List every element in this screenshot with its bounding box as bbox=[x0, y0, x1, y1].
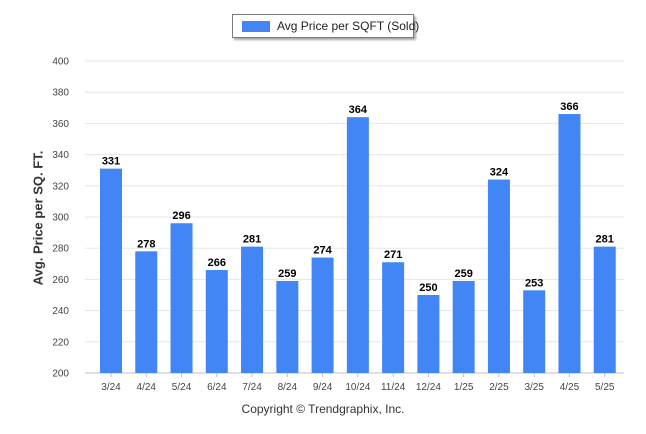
bar-value-label: 364 bbox=[349, 104, 368, 116]
x-tick-label: 3/25 bbox=[524, 382, 544, 393]
bar-value-label: 278 bbox=[137, 238, 155, 250]
x-tick-label: 2/25 bbox=[489, 382, 509, 393]
bar bbox=[523, 290, 546, 373]
bar bbox=[205, 270, 228, 373]
y-tick-label: 200 bbox=[52, 369, 69, 380]
bar bbox=[276, 280, 299, 373]
bar bbox=[135, 251, 158, 373]
y-tick-label: 240 bbox=[52, 306, 69, 317]
bar-value-label: 296 bbox=[172, 210, 190, 222]
x-tick-labels: 3/24 4/24 5/24 6/24 7/24 8/24 9/24 10/24 11/24 12… bbox=[101, 373, 615, 393]
x-tick-label: 7/24 bbox=[242, 382, 262, 393]
bar bbox=[311, 257, 334, 373]
bar-value-label: 281 bbox=[596, 234, 614, 246]
legend-swatch bbox=[242, 21, 270, 32]
x-tick-label: 4/25 bbox=[560, 382, 580, 393]
bar-value-label: 259 bbox=[454, 268, 472, 280]
bar bbox=[170, 223, 193, 373]
x-tick-label: 5/25 bbox=[595, 382, 615, 393]
x-tick-label: 5/24 bbox=[172, 382, 192, 393]
bar-value-label: 281 bbox=[243, 234, 261, 246]
x-tick-label: 8/24 bbox=[278, 382, 298, 393]
bar-value-label: 331 bbox=[102, 156, 120, 168]
y-tick-label: 280 bbox=[52, 244, 69, 255]
bar bbox=[487, 179, 510, 373]
x-tick-label: 1/25 bbox=[454, 382, 474, 393]
y-tick-label: 260 bbox=[52, 275, 69, 286]
bar-value-label: 366 bbox=[560, 101, 578, 113]
bar-value-label: 271 bbox=[384, 249, 402, 261]
x-tick-label: 12/24 bbox=[416, 382, 441, 393]
y-tick-label: 380 bbox=[52, 88, 69, 99]
x-tick-label: 11/24 bbox=[381, 382, 406, 393]
legend: Avg Price per SQFT (Sold) bbox=[232, 14, 419, 38]
bar bbox=[593, 246, 616, 373]
y-tick-labels: 200 220 240 260 280 300 320 340 360 380 400 bbox=[52, 57, 69, 380]
y-tick-label: 360 bbox=[52, 119, 69, 130]
bar bbox=[558, 114, 581, 373]
y-tick-label: 320 bbox=[52, 181, 69, 192]
legend-label: Avg Price per SQFT (Sold) bbox=[277, 19, 420, 33]
y-tick-label: 220 bbox=[52, 337, 69, 348]
x-tick-label: 3/24 bbox=[101, 382, 121, 393]
y-tick-label: 400 bbox=[52, 57, 69, 68]
bar-value-label: 274 bbox=[313, 245, 332, 257]
x-tick-label: 6/24 bbox=[207, 382, 227, 393]
x-tick-label: 10/24 bbox=[345, 382, 370, 393]
bar-value-label: 259 bbox=[278, 268, 296, 280]
copyright-footer: Copyright © Trendgraphix, Inc. bbox=[241, 402, 405, 416]
bar bbox=[417, 295, 440, 373]
bar-value-label: 250 bbox=[419, 282, 437, 294]
value-labels: 331 278 296 266 281 259 274 364 271 250 259 324 253 3… bbox=[102, 101, 614, 294]
bar bbox=[346, 117, 369, 373]
y-tick-label: 340 bbox=[52, 150, 69, 161]
bar bbox=[382, 262, 405, 373]
x-tick-label: 4/24 bbox=[137, 382, 157, 393]
bar bbox=[241, 246, 264, 373]
y-tick-label: 300 bbox=[52, 213, 69, 224]
bar-value-label: 253 bbox=[525, 277, 543, 289]
x-tick-label: 9/24 bbox=[313, 382, 333, 393]
bar bbox=[452, 280, 475, 373]
y-axis-label: Avg. Price per SQ. FT. bbox=[30, 150, 46, 286]
bar-value-label: 324 bbox=[490, 167, 509, 179]
bars bbox=[100, 114, 616, 373]
bar bbox=[100, 168, 122, 373]
bar-value-label: 266 bbox=[208, 257, 226, 269]
